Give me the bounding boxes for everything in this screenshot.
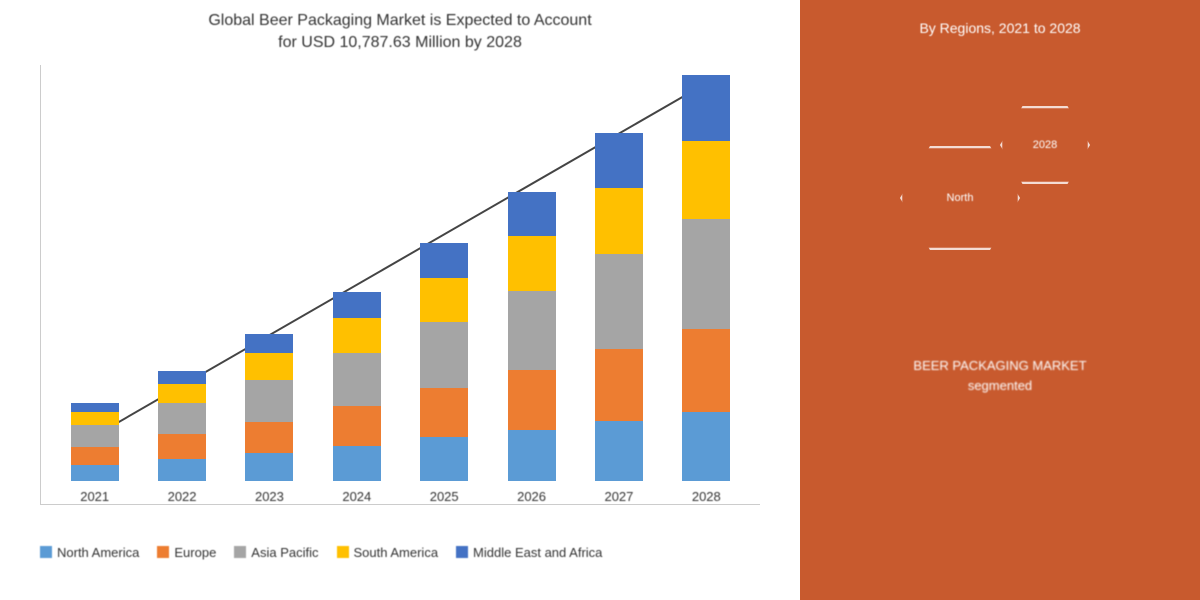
bar-stack [245, 334, 293, 481]
bar-group: 2022 [152, 371, 212, 504]
bar-segment [245, 422, 293, 453]
bar-segment [508, 291, 556, 370]
bar-segment [682, 75, 730, 141]
bar-segment [595, 133, 643, 188]
hex-large-label: North [947, 192, 974, 204]
bar-segment [420, 322, 468, 388]
right-panel: By Regions, 2021 to 2028 North 2028 BEER… [800, 0, 1200, 600]
legend-label: South America [354, 545, 439, 560]
bar-segment [333, 446, 381, 481]
bar-segment [245, 453, 293, 481]
legend-item: South America [337, 545, 439, 560]
bar-segment [245, 380, 293, 422]
legend-item: Middle East and Africa [456, 545, 602, 560]
hexagon-large: North [900, 146, 1020, 250]
bar-segment [595, 349, 643, 421]
title-line-2: for USD 10,787.63 Million by 2028 [278, 34, 522, 51]
bar-segment [71, 412, 119, 425]
legend-swatch [40, 546, 52, 558]
bar-segment [158, 434, 206, 459]
bar-group: 2024 [327, 292, 387, 504]
bar-segment [682, 329, 730, 413]
bar-segment [158, 384, 206, 403]
hexagon-small: 2028 [1000, 106, 1090, 184]
legend-item: Europe [157, 545, 216, 560]
x-axis-label: 2024 [342, 489, 371, 504]
x-axis-label: 2022 [168, 489, 197, 504]
bar-segment [71, 403, 119, 412]
footer-line-1: BEER PACKAGING MARKET [913, 358, 1086, 373]
bar-segment [245, 334, 293, 353]
bar-segment [333, 318, 381, 353]
bar-group: 2028 [676, 75, 736, 504]
bar-segment [71, 465, 119, 481]
x-axis-label: 2026 [517, 489, 546, 504]
hex-small-label: 2028 [1033, 139, 1057, 151]
bar-stack [420, 243, 468, 481]
bar-segment [420, 243, 468, 278]
footer-line-2: segmented [968, 378, 1032, 393]
legend-item: Asia Pacific [234, 545, 318, 560]
bar-segment [682, 141, 730, 218]
bar-segment [158, 371, 206, 384]
bar-segment [682, 412, 730, 481]
bar-group: 2026 [502, 192, 562, 504]
x-axis-label: 2023 [255, 489, 284, 504]
bar-segment [420, 388, 468, 436]
bar-segment [420, 437, 468, 481]
bar-segment [595, 188, 643, 254]
bar-segment [508, 370, 556, 430]
bars-container: 2021 2022 2023 2024 2025 2026 2027 2028 [41, 65, 760, 504]
legend-swatch [234, 546, 246, 558]
bar-stack [333, 292, 381, 481]
title-line-1: Global Beer Packaging Market is Expected… [208, 12, 591, 29]
bar-segment [595, 254, 643, 349]
bar-stack [71, 403, 119, 480]
x-axis-label: 2028 [692, 489, 721, 504]
bar-group: 2023 [239, 334, 299, 504]
chart-panel: Global Beer Packaging Market is Expected… [0, 0, 800, 600]
bar-segment [420, 278, 468, 322]
bar-segment [71, 447, 119, 465]
legend-label: Middle East and Africa [473, 545, 602, 560]
x-axis-label: 2027 [604, 489, 633, 504]
bar-segment [158, 403, 206, 434]
legend-label: Asia Pacific [251, 545, 318, 560]
bar-stack [158, 371, 206, 481]
bar-segment [71, 425, 119, 447]
bar-segment [333, 292, 381, 318]
hexagon-graphic: North 2028 [890, 96, 1110, 296]
bar-segment [333, 406, 381, 446]
legend-item: North America [40, 545, 139, 560]
bar-segment [245, 353, 293, 379]
legend-swatch [456, 546, 468, 558]
bar-group: 2021 [65, 403, 125, 503]
legend-swatch [337, 546, 349, 558]
bar-segment [508, 236, 556, 291]
bar-segment [158, 459, 206, 481]
bar-stack [508, 192, 556, 481]
bar-stack [682, 75, 730, 481]
bar-segment [333, 353, 381, 406]
legend-label: North America [57, 545, 139, 560]
bar-segment [508, 192, 556, 236]
bar-segment [508, 430, 556, 481]
bar-stack [595, 133, 643, 481]
chart-title: Global Beer Packaging Market is Expected… [20, 10, 780, 55]
bar-group: 2025 [414, 243, 474, 504]
bar-segment [595, 421, 643, 481]
bar-group: 2027 [589, 133, 649, 504]
right-panel-title: By Regions, 2021 to 2028 [919, 20, 1080, 36]
x-axis-label: 2025 [430, 489, 459, 504]
bar-segment [682, 219, 730, 329]
chart-area: 2021 2022 2023 2024 2025 2026 2027 2028 [40, 65, 760, 505]
x-axis-label: 2021 [80, 489, 109, 504]
right-footer: BEER PACKAGING MARKET segmented [913, 356, 1086, 395]
legend: North America Europe Asia Pacific South Ame… [20, 545, 780, 560]
legend-swatch [157, 546, 169, 558]
legend-label: Europe [174, 545, 216, 560]
